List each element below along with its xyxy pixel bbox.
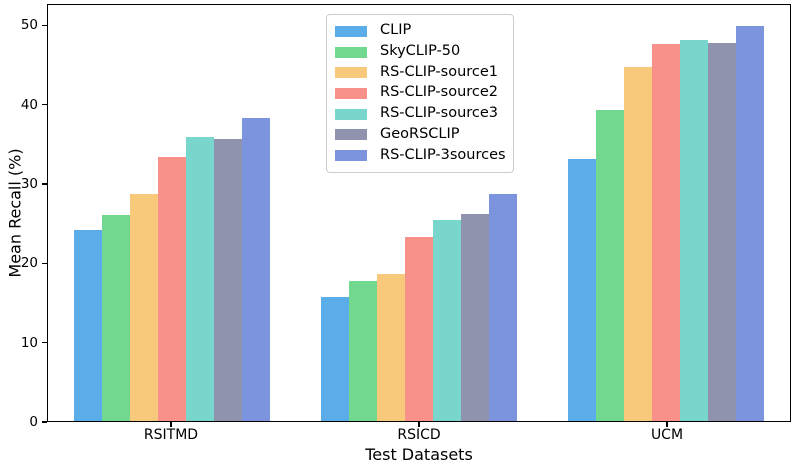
legend-swatch-icon — [335, 87, 367, 99]
legend-label: RS-CLIP-source2 — [380, 84, 499, 101]
y-tick-label: 20 — [20, 255, 38, 272]
y-tick-mark — [41, 421, 47, 423]
bar — [432, 219, 461, 421]
legend-item: SkyCLIP-50 — [335, 43, 505, 60]
bar — [488, 194, 517, 421]
x-tick-label-ucm: UCM — [650, 427, 684, 443]
x-tick-mark — [418, 422, 420, 427]
x-tick-label-rsitmd: RSITMD — [143, 427, 199, 443]
legend-label: RS-CLIP-source1 — [380, 63, 499, 80]
bar — [129, 194, 158, 421]
x-tick-mark — [666, 422, 668, 427]
legend-label: SkyCLIP-50 — [380, 43, 461, 60]
legend-item: RS-CLIP-source2 — [335, 85, 505, 101]
y-tick-mark — [41, 104, 47, 106]
bar — [157, 157, 186, 421]
legend-swatch-icon — [335, 108, 367, 120]
legend-item: RS-CLIP-3sources — [335, 146, 506, 164]
bar — [213, 139, 242, 421]
x-tick-mark — [170, 422, 172, 427]
bar — [73, 229, 102, 421]
legend-swatch-icon — [335, 25, 367, 37]
bar — [404, 237, 433, 421]
bar — [568, 158, 597, 421]
bar — [624, 66, 653, 421]
legend: CLIP SkyCLIP-50 RS-CLIP-source1 RS-CLIP-sou… — [326, 14, 514, 173]
bar — [185, 136, 214, 421]
x-axis-label: Test Datasets — [365, 445, 473, 464]
bar-group-rsitmd — [48, 5, 295, 421]
bar — [596, 110, 625, 421]
legend-item: RS-CLIP-source3 — [335, 105, 505, 122]
legend-label: RS-CLIP-3sources — [380, 146, 506, 163]
legend-label: CLIP — [380, 22, 412, 39]
legend-item: GeoRSCLIP — [335, 125, 505, 143]
y-tick-mark — [41, 24, 47, 27]
legend-label: RS-CLIP-source3 — [380, 105, 499, 122]
bar — [320, 297, 349, 421]
y-tick-mark — [41, 183, 47, 185]
y-tick-label: 0 — [29, 414, 38, 430]
legend-item: RS-CLIP-source1 — [335, 63, 505, 81]
bar — [241, 117, 270, 421]
bar — [376, 274, 405, 421]
y-tick-label: 40 — [20, 96, 38, 113]
legend-item: CLIP — [335, 22, 505, 39]
y-tick-label: 50 — [20, 17, 38, 34]
legend-label: GeoRSCLIP — [380, 125, 460, 142]
y-tick-mark — [41, 342, 47, 344]
y-tick-label: 10 — [20, 334, 38, 351]
bar — [348, 280, 377, 421]
y-tick-mark — [41, 262, 47, 264]
bar — [652, 43, 681, 421]
legend-swatch-icon — [335, 150, 367, 162]
bar — [101, 214, 130, 421]
bar — [736, 26, 765, 421]
bar-group-rsicd — [295, 5, 542, 421]
legend-swatch-icon — [335, 46, 367, 58]
x-tick-label-rsicd: RSICD — [397, 427, 441, 443]
y-tick-label: 30 — [20, 176, 38, 193]
bar-group-ucm — [543, 5, 790, 421]
bar — [460, 214, 489, 421]
bar — [708, 42, 737, 421]
legend-swatch-icon — [335, 129, 367, 141]
bars-container — [48, 5, 790, 421]
bar — [680, 39, 709, 421]
legend-swatch-icon — [335, 67, 367, 79]
plot-area: CLIP SkyCLIP-50 RS-CLIP-source1 RS-CLIP-sou… — [47, 4, 791, 422]
